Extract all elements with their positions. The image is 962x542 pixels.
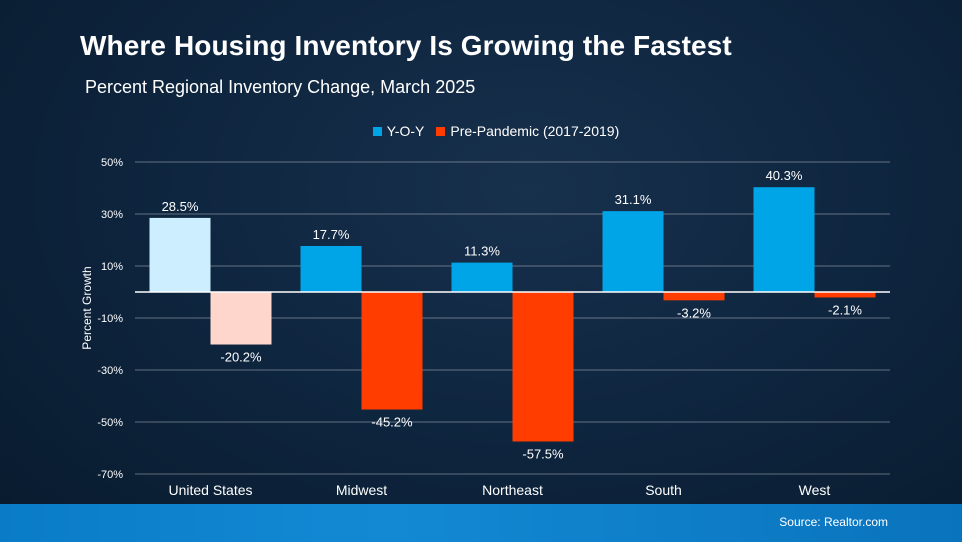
legend-item-yoy: Y-O-Y bbox=[372, 123, 425, 139]
data-label-pre-pandemic: -57.5% bbox=[522, 447, 564, 462]
legend-label-pre-pandemic: Pre-Pandemic (2017-2019) bbox=[450, 123, 620, 139]
y-tick-label: -70% bbox=[97, 469, 123, 481]
bar-pre-pandemic bbox=[361, 292, 423, 410]
bar-yoy bbox=[149, 217, 211, 292]
bar-yoy bbox=[602, 211, 664, 292]
data-label-pre-pandemic: -2.1% bbox=[828, 302, 862, 317]
y-tick-label: -50% bbox=[97, 417, 123, 429]
data-label-pre-pandemic: -3.2% bbox=[677, 305, 711, 320]
y-tick-label: 30% bbox=[101, 209, 123, 221]
legend-swatch-yoy bbox=[372, 126, 382, 136]
y-tick-label: 10% bbox=[101, 261, 123, 273]
x-category-label: United States bbox=[168, 482, 252, 498]
data-label-yoy: 28.5% bbox=[162, 199, 199, 214]
legend-label-yoy: Y-O-Y bbox=[386, 123, 425, 139]
y-tick-label: -10% bbox=[97, 313, 123, 325]
bar-yoy bbox=[300, 245, 362, 292]
legend-swatch-pre-pandemic bbox=[436, 126, 446, 136]
bar-yoy bbox=[753, 187, 815, 292]
data-label-pre-pandemic: -20.2% bbox=[220, 350, 262, 365]
x-category-label: West bbox=[799, 482, 831, 498]
data-label-yoy: 40.3% bbox=[766, 168, 803, 183]
bar-pre-pandemic bbox=[814, 292, 876, 298]
bar-pre-pandemic bbox=[663, 292, 725, 301]
x-category-label: Northeast bbox=[482, 482, 543, 498]
data-label-pre-pandemic: -45.2% bbox=[371, 415, 413, 430]
x-category-label: Midwest bbox=[336, 482, 387, 498]
bar-pre-pandemic bbox=[210, 292, 272, 345]
data-label-yoy: 11.3% bbox=[464, 244, 500, 259]
y-tick-label: -30% bbox=[97, 365, 123, 377]
bar-pre-pandemic bbox=[512, 292, 574, 442]
chart-title: Where Housing Inventory Is Growing the F… bbox=[80, 30, 732, 61]
y-axis-label: Percent Growth bbox=[80, 266, 94, 349]
source-note: Source: Realtor.com bbox=[779, 515, 888, 529]
x-category-label: South bbox=[645, 482, 682, 498]
data-label-yoy: 31.1% bbox=[615, 192, 652, 207]
data-label-yoy: 17.7% bbox=[313, 227, 350, 242]
bar-yoy bbox=[451, 262, 513, 292]
footer-band: Source: Realtor.com bbox=[0, 504, 962, 542]
y-tick-label: 50% bbox=[101, 157, 123, 169]
chart-legend: Y-O-Y Pre-Pandemic (2017-2019) bbox=[0, 123, 962, 139]
legend-item-pre-pandemic: Pre-Pandemic (2017-2019) bbox=[436, 123, 619, 139]
chart-subtitle: Percent Regional Inventory Change, March… bbox=[85, 77, 476, 97]
